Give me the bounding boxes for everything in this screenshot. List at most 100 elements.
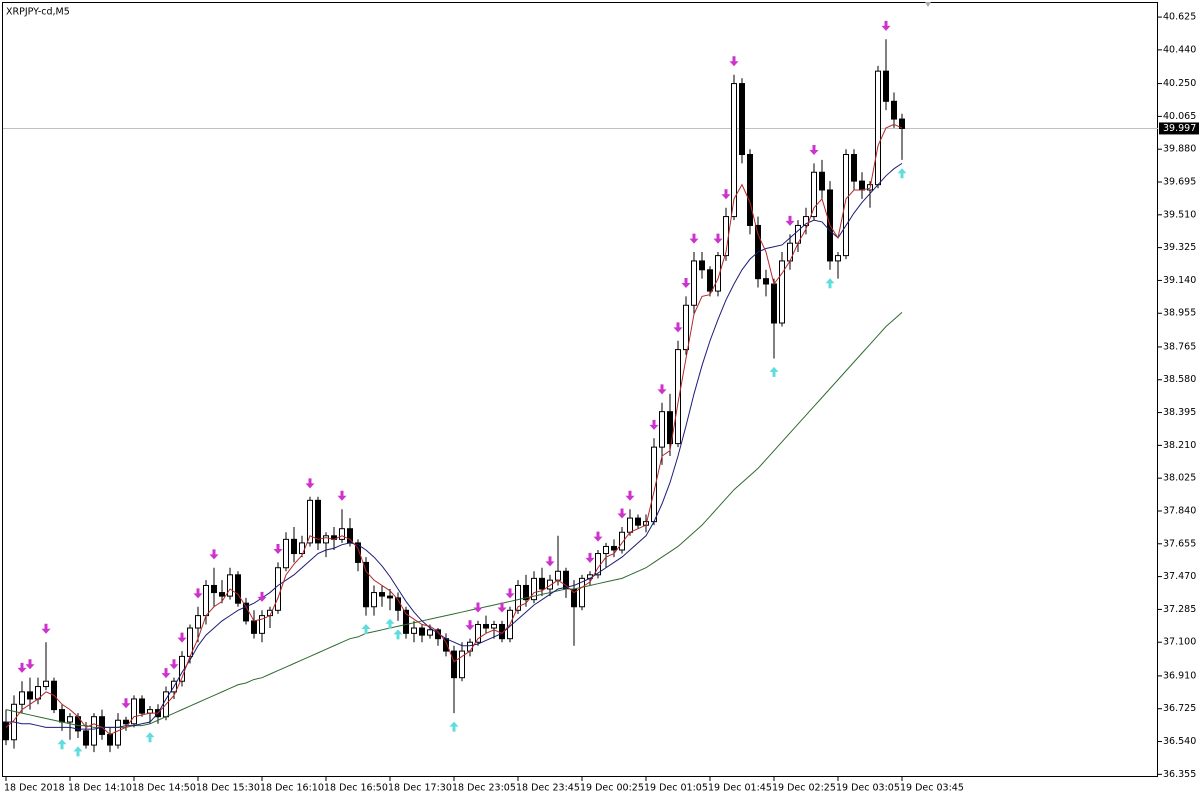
candle-body xyxy=(371,592,377,608)
buy-arrow xyxy=(57,739,67,750)
sell-arrow xyxy=(625,490,635,501)
y-tick-label: 37.470 xyxy=(1163,571,1196,582)
sell-arrow xyxy=(121,698,131,709)
y-tick-label: 40.440 xyxy=(1163,44,1196,55)
candle-body xyxy=(227,574,233,597)
candle-body xyxy=(251,620,257,634)
y-tick-label: 38.210 xyxy=(1163,440,1196,451)
candle-body xyxy=(523,584,529,601)
sell-arrow xyxy=(593,531,603,542)
y-tick-label: 36.540 xyxy=(1163,736,1196,747)
candle-body xyxy=(291,538,297,555)
y-tick-label: 40.065 xyxy=(1163,111,1196,122)
candle-body xyxy=(667,411,673,445)
candle-body xyxy=(99,716,105,735)
candle-body xyxy=(843,154,849,257)
sell-arrow xyxy=(545,556,555,567)
sell-arrow xyxy=(273,543,283,554)
candle-body xyxy=(43,680,49,688)
sell-arrow xyxy=(497,602,507,613)
candle-body xyxy=(875,70,881,186)
candle-body xyxy=(339,528,345,540)
candle-body xyxy=(203,584,209,617)
candle-body xyxy=(659,411,665,448)
y-tick-label: 40.250 xyxy=(1163,78,1196,89)
sell-arrow xyxy=(681,277,691,288)
candle-body xyxy=(899,118,905,129)
candle-body xyxy=(835,255,841,262)
candle-body xyxy=(355,542,361,563)
candle-body xyxy=(139,698,145,714)
y-tick-label: 39.325 xyxy=(1163,242,1196,253)
current-price-box xyxy=(1159,122,1199,135)
buy-arrow xyxy=(449,721,459,732)
candle-body xyxy=(315,499,321,544)
candle-body xyxy=(235,574,241,604)
shift-marker xyxy=(925,2,931,7)
candle-body xyxy=(3,721,9,741)
candle-body xyxy=(283,538,289,569)
sell-arrow xyxy=(337,490,347,501)
candle-body xyxy=(467,641,473,652)
sell-arrow xyxy=(465,620,475,631)
candle-body xyxy=(107,733,113,746)
candle-body xyxy=(811,171,817,218)
candle-body xyxy=(547,579,553,590)
candle-body xyxy=(427,629,433,636)
sell-arrow xyxy=(193,588,203,599)
y-tick-label: 36.910 xyxy=(1163,670,1196,681)
sell-arrow xyxy=(617,508,627,519)
x-tick-label: 18 Dec 15:30 xyxy=(196,783,260,794)
candle-body xyxy=(483,623,489,629)
candle-body xyxy=(675,349,681,445)
sell-arrow xyxy=(713,233,723,244)
sell-arrow xyxy=(673,322,683,333)
sell-arrow xyxy=(209,549,219,560)
x-tick-label: 19 Dec 03:45 xyxy=(900,783,964,794)
candle-body xyxy=(707,269,713,292)
buy-arrow xyxy=(825,278,835,289)
candle-body xyxy=(67,716,73,723)
y-tick-label: 37.655 xyxy=(1163,538,1196,549)
plot-frame xyxy=(2,2,1158,777)
candle-body xyxy=(275,567,281,611)
candle-body xyxy=(491,623,497,629)
buy-arrow xyxy=(361,624,371,635)
sell-arrow xyxy=(17,662,27,673)
candle-body xyxy=(739,83,745,156)
candle-body xyxy=(891,100,897,120)
moving-average xyxy=(5,123,903,736)
x-tick-label: 19 Dec 01:05 xyxy=(644,783,708,794)
x-tick-label: 18 Dec 17:30 xyxy=(388,783,452,794)
candle-body xyxy=(131,698,137,725)
x-tick-label: 18 Dec 14:10 xyxy=(68,783,132,794)
buy-arrow xyxy=(385,618,395,629)
moving-average xyxy=(6,162,903,730)
candle-body xyxy=(603,545,609,555)
candle-body xyxy=(27,691,33,700)
candle-body xyxy=(83,730,89,746)
candle-body xyxy=(219,592,225,597)
candle-body xyxy=(699,260,705,271)
y-tick-label: 38.025 xyxy=(1163,473,1196,484)
candle-body xyxy=(883,70,889,102)
sell-arrow xyxy=(585,552,595,563)
buy-arrow xyxy=(73,746,83,757)
candle-body xyxy=(259,615,265,634)
x-tick-label: 18 Dec 16:50 xyxy=(324,783,388,794)
candle-body xyxy=(747,154,753,226)
y-tick-label: 38.765 xyxy=(1163,341,1196,352)
sell-arrow xyxy=(657,384,667,395)
candle-body xyxy=(539,577,545,590)
buy-arrow xyxy=(393,629,403,640)
sell-arrow xyxy=(257,591,267,602)
candle-body xyxy=(515,584,521,611)
y-tick-label: 38.395 xyxy=(1163,407,1196,418)
candle-body xyxy=(779,260,785,324)
candle-body xyxy=(19,691,25,705)
buy-arrow xyxy=(897,168,907,179)
candle-body xyxy=(195,615,201,629)
buy-arrow xyxy=(769,366,779,377)
